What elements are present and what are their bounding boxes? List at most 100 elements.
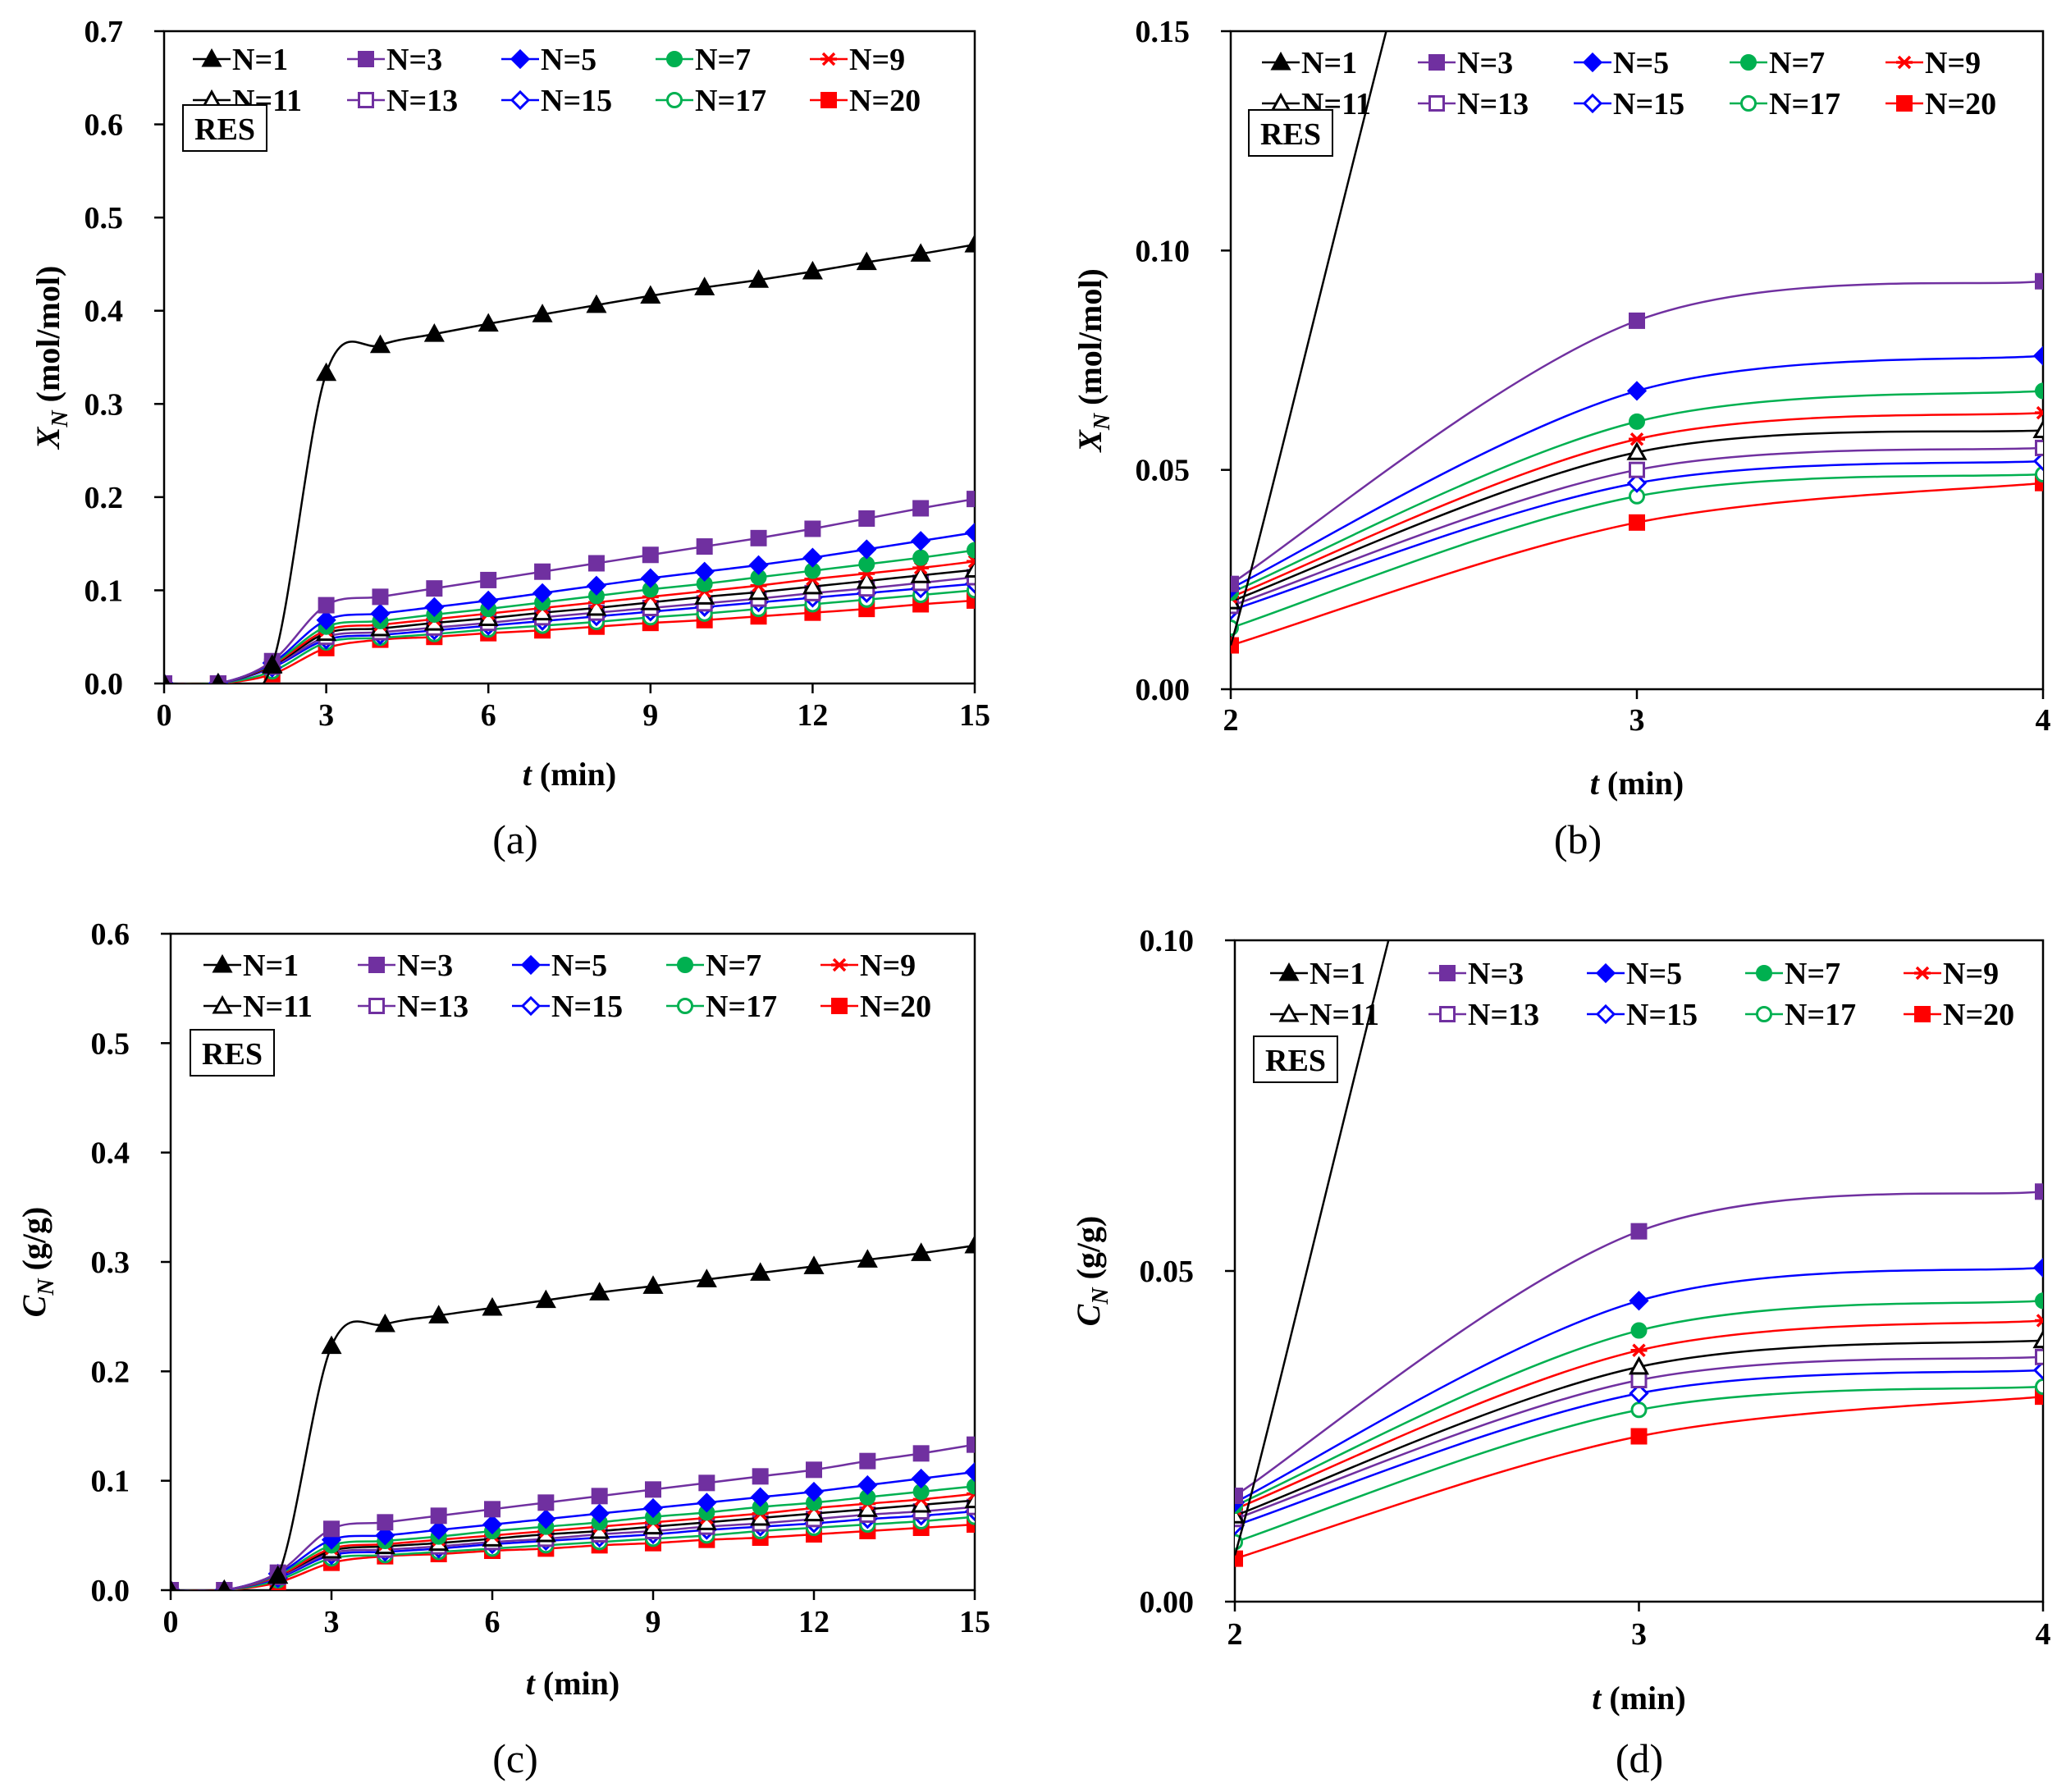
x-axis-label-unit: (min) (1601, 1680, 1685, 1717)
legend-entry: N=7 (1730, 46, 1825, 80)
legend-label: N=3 (1468, 957, 1524, 991)
legend-entry: N=9 (820, 949, 916, 983)
y-axis-label-unit: (g/g) (1070, 1216, 1107, 1288)
data-point (372, 588, 389, 606)
legend-marker (1278, 1003, 1300, 1022)
data-point (967, 554, 975, 569)
y-axis-label-sub: N (1088, 1287, 1113, 1305)
data-point (858, 555, 875, 573)
data-point (537, 1494, 555, 1511)
data-point (480, 571, 497, 588)
data-point (642, 1275, 664, 1294)
x-tick-label: 0 (163, 1605, 179, 1639)
legend-entry: N=3 (358, 949, 453, 983)
series-line (171, 1485, 975, 1590)
data-point (912, 1445, 930, 1462)
data-point (804, 520, 821, 537)
legend-marker (1439, 965, 1456, 981)
x-tick-label: 3 (1631, 1617, 1647, 1652)
data-point (694, 561, 715, 582)
data-point (535, 1289, 556, 1309)
data-point (164, 672, 171, 683)
legend-label: N=1 (243, 949, 299, 983)
y-tick-label: 0.6 (91, 917, 130, 952)
legend-marker (510, 89, 531, 111)
series-line (171, 1244, 975, 1590)
data-point (589, 1282, 610, 1301)
series-line (171, 1506, 975, 1590)
y-tick-label: 0.3 (85, 387, 124, 422)
data-point (1629, 432, 1645, 446)
legend-marker (1439, 1006, 1456, 1022)
data-point (171, 1579, 177, 1590)
data-point (374, 1313, 395, 1333)
legend-marker (510, 48, 531, 70)
data-point (750, 1487, 770, 1507)
y-axis-label-unit: (mol/mol) (1072, 268, 1108, 414)
legend-marker (666, 92, 683, 108)
legend-marker (1756, 965, 1772, 981)
data-point (482, 1296, 503, 1316)
data-point (2035, 1348, 2043, 1365)
annotation-box (190, 1029, 275, 1077)
y-axis-label-var: C (16, 1294, 53, 1317)
data-point (1626, 473, 1648, 493)
legend-marker (520, 954, 542, 976)
legend-marker (1740, 95, 1757, 112)
legend-marker (666, 51, 683, 67)
data-point (857, 1249, 878, 1268)
x-tick-label: 4 (2036, 1617, 2051, 1652)
y-axis-label: CN (g/g) (16, 1207, 59, 1318)
x-tick-label: 3 (324, 1605, 340, 1639)
legend-marker (1582, 52, 1603, 73)
y-axis-label-var: X (1072, 429, 1108, 454)
data-point (1630, 1428, 1648, 1445)
data-point (2035, 474, 2043, 491)
data-point (697, 1493, 717, 1513)
legend-marker (1278, 962, 1300, 981)
legend-entry: N=1 (203, 949, 299, 983)
x-tick-label: 0 (157, 698, 172, 733)
legend-label: N=17 (706, 990, 777, 1024)
data-point (316, 610, 336, 630)
data-point (640, 568, 660, 588)
chart-panel-b: 0.00 0.05 0.10 0.15 2 3 4 t (min) XN (mol/mol) N=… (1072, 15, 2051, 862)
data-point (478, 313, 499, 332)
data-point (1235, 1550, 1243, 1567)
y-tick-label: 0.10 (1140, 924, 1195, 958)
data-point (910, 565, 931, 583)
x-axis-label-unit: (min) (535, 1665, 619, 1702)
data-point (430, 1507, 447, 1525)
legend-label: N=3 (1457, 46, 1513, 80)
data-point (591, 1488, 608, 1505)
legend-label: N=7 (1769, 46, 1825, 80)
data-point (964, 522, 975, 543)
legend-label: N=7 (706, 949, 761, 983)
legend-entry: N=5 (501, 43, 596, 77)
legend-entry: N=13 (347, 84, 458, 118)
data-point (967, 592, 975, 609)
data-point (532, 304, 553, 322)
legend-entry: N=20 (820, 990, 931, 1024)
legend-entry: N=20 (1885, 87, 1996, 121)
legend-entry: N=9 (810, 43, 905, 77)
series-line (171, 1510, 975, 1590)
data-point (1626, 381, 1648, 401)
legend-entry: N=7 (1745, 957, 1840, 991)
series-layer (1235, 940, 2043, 1567)
data-point (321, 1335, 342, 1355)
legend-marker (1914, 1006, 1931, 1022)
data-point (1629, 1383, 1649, 1404)
legend-marker (1582, 93, 1603, 114)
data-point (262, 654, 283, 673)
data-point (2035, 1378, 2043, 1396)
legend-entry: N=15 (512, 990, 623, 1024)
x-axis-label-var: t (526, 1665, 537, 1702)
legend-marker (368, 998, 385, 1014)
legend-entry: N=17 (1730, 87, 1840, 121)
x-tick-label: 12 (797, 698, 828, 733)
legend-marker (1914, 966, 1931, 981)
data-point (587, 555, 605, 572)
legend-marker (1428, 95, 1445, 112)
